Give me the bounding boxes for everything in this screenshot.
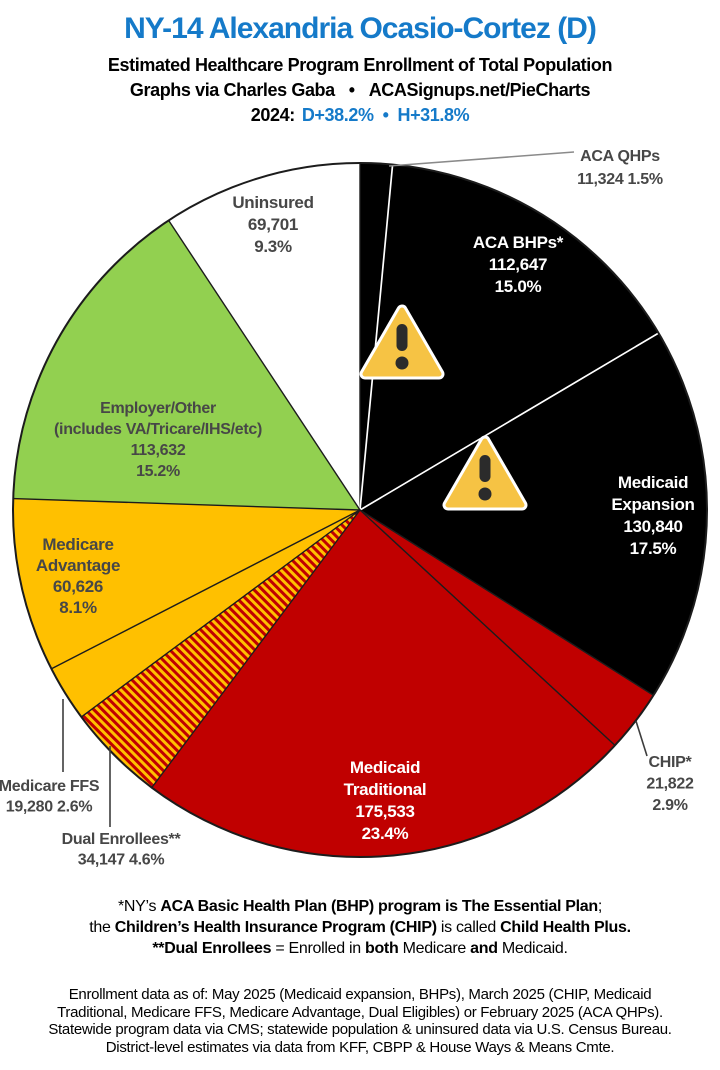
slice-label-medicare-ffs: Medicare FFS 19,280 2.6% bbox=[0, 778, 100, 816]
footnote-text: Child Health Plus. bbox=[500, 919, 631, 936]
warning-icon bbox=[359, 304, 445, 380]
house-margin: H+31.8% bbox=[397, 105, 470, 125]
chart-header: NY-14 Alexandria Ocasio-Cortez (D) Estim… bbox=[0, 12, 720, 128]
footnote-text: Medicare bbox=[398, 940, 471, 957]
source-note: Enrollment data as of: May 2025 (Medicai… bbox=[0, 986, 720, 1056]
slice-label-aca-bhps: ACA BHPs* 112,647 15.0% bbox=[473, 233, 564, 296]
bullet-separator: • bbox=[348, 80, 355, 100]
footnote-text: Children’s Health Insurance Program (CHI… bbox=[114, 919, 437, 936]
pie-slice-medicare-ffs bbox=[51, 510, 360, 717]
footnote-line: *NY’s ACA Basic Health Plan (BHP) progra… bbox=[0, 896, 720, 917]
page-title: NY-14 Alexandria Ocasio-Cortez (D) bbox=[124, 12, 597, 45]
slice-label-medicaid-expansion: Medicaid Expansion 130,840 17.5% bbox=[611, 473, 694, 558]
footnote-text: *NY’s bbox=[117, 898, 161, 915]
pie-slice-uninsured bbox=[168, 163, 360, 510]
warning-icon bbox=[442, 435, 528, 511]
slice-label-aca-qhps: ACA QHPs 11,324 1.5% bbox=[577, 148, 663, 188]
footnote-text: is called bbox=[436, 919, 501, 936]
pie-slice-chip bbox=[360, 510, 654, 746]
source-line: District-level estimates via data from K… bbox=[105, 1038, 615, 1056]
slice-divider bbox=[359, 509, 654, 696]
byline: Graphs via Charles Gaba • ACASignups.net/P… bbox=[0, 78, 720, 103]
source-line: Enrollment data as of: May 2025 (Medicai… bbox=[68, 986, 652, 1003]
pie-chart: ACA QHPs 11,324 1.5% ACA BHPs* 112,647 15.0%… bbox=[0, 148, 708, 869]
slice-divider bbox=[359, 332, 659, 511]
footnote-text: the bbox=[89, 919, 115, 936]
slice-label-medicare-advantage: Medicare Advantage 60,626 8.1% bbox=[36, 535, 120, 617]
slice-divider bbox=[168, 220, 361, 511]
footnote-text: = Enrolled in bbox=[271, 940, 365, 957]
slice-divider bbox=[359, 164, 394, 511]
pie-outline bbox=[12, 162, 708, 858]
slice-divider bbox=[13, 497, 361, 511]
pie-slice-medicaid-expansion bbox=[360, 333, 707, 696]
chart-subtitle: Estimated Healthcare Program Enrollment … bbox=[107, 55, 613, 75]
byline-site: ACASignups.net/PieCharts bbox=[368, 80, 591, 100]
partisan-margin-line: 2024: D+38.2% • H+31.8% bbox=[0, 103, 720, 128]
pie-slice-dual-enrollees bbox=[81, 510, 361, 788]
bullet-separator: • bbox=[382, 105, 389, 125]
leader-line-chip bbox=[635, 720, 648, 757]
footnote-text: ; bbox=[597, 898, 603, 915]
pie-slice-medicaid-traditional bbox=[151, 510, 616, 858]
footnote-text: both bbox=[364, 940, 399, 957]
byline-author: Graphs via Charles Gaba bbox=[129, 80, 335, 100]
footnote-text: **Dual Enrollees bbox=[152, 940, 272, 957]
source-line: Traditional, Medicare FFS, Medicare Adva… bbox=[57, 1003, 663, 1021]
slice-divider bbox=[80, 509, 361, 718]
slice-label-medicaid-traditional: Medicaid Traditional 175,533 23.4% bbox=[344, 758, 427, 843]
footnote-line: the Children’s Health Insurance Program … bbox=[0, 917, 720, 938]
footnotes: *NY’s ACA Basic Health Plan (BHP) progra… bbox=[0, 896, 720, 959]
leader-line-aca-qhps bbox=[388, 151, 575, 167]
footnote-line: **Dual Enrollees = Enrolled in both Medi… bbox=[0, 938, 720, 959]
slice-label-uninsured: Uninsured 69,701 9.3% bbox=[232, 193, 313, 256]
footnote-text: ACA Basic Health Plan (BHP) program is T… bbox=[160, 898, 598, 915]
pie-slice-aca-bhps bbox=[360, 164, 659, 510]
slice-divider bbox=[151, 509, 361, 789]
footnote-text: and bbox=[470, 940, 498, 957]
year-label: 2024: bbox=[250, 105, 295, 125]
source-line: Statewide program data via CMS; statewid… bbox=[48, 1021, 672, 1039]
pie-slice-employer-other bbox=[13, 220, 360, 510]
slice-label-employer-other: Employer/Other (includes VA/Tricare/IHS/e… bbox=[54, 400, 262, 480]
dem-margin: D+38.2% bbox=[301, 105, 374, 125]
slice-divider bbox=[51, 509, 361, 670]
pie-slice-medicare-advantage bbox=[13, 498, 361, 669]
slice-label-dual-enrollees: Dual Enrollees** 34,147 4.6% bbox=[62, 831, 182, 869]
footnote-text: Medicaid. bbox=[497, 940, 568, 957]
slice-divider bbox=[359, 509, 616, 746]
slice-label-chip: CHIP* 21,822 2.9% bbox=[646, 754, 694, 814]
